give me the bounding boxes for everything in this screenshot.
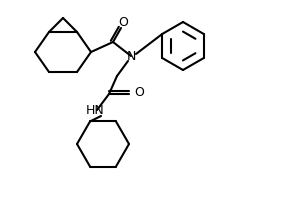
Text: O: O <box>118 16 128 28</box>
Text: N: N <box>126 49 136 62</box>
Text: HN: HN <box>85 104 104 116</box>
Text: O: O <box>134 86 144 99</box>
